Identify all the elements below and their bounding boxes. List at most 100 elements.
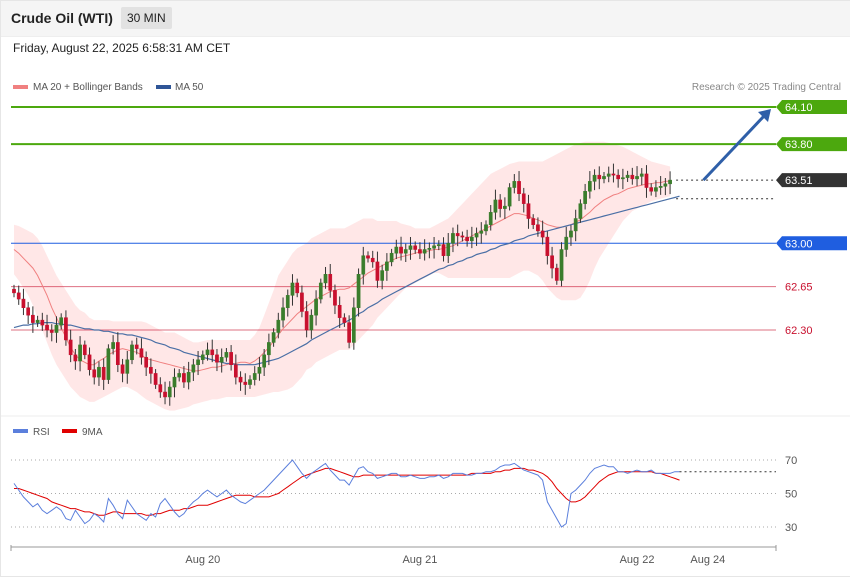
candle-body (635, 176, 639, 180)
candle-body (663, 183, 668, 187)
candle-body (484, 224, 488, 232)
candle-body (427, 248, 432, 250)
candle-body (248, 379, 252, 385)
candle-body (394, 246, 399, 254)
candle-body (540, 230, 545, 238)
candle-body (554, 267, 559, 281)
legend-label-ma50: MA 50 (175, 82, 204, 93)
candle-body (351, 307, 356, 343)
candle-body (526, 203, 531, 219)
candle-body (210, 349, 215, 356)
level-labels: 64.10 63.80 63.51 63.00 62.65 62.30 (776, 100, 847, 337)
candle-body (625, 174, 630, 178)
candle-body (517, 181, 521, 194)
candle-body (101, 366, 106, 380)
candle-body (186, 371, 191, 383)
candle-body (403, 249, 408, 254)
candle-body (40, 319, 45, 326)
level-tag-63.00 (776, 236, 847, 251)
candle-body (281, 307, 285, 321)
level-tag-63.51 (776, 173, 847, 188)
candle-body (271, 332, 276, 343)
legend-swatch-ma50 (156, 85, 171, 89)
candle-body (78, 344, 82, 362)
candle-body (31, 314, 35, 323)
x-tick-label: Aug 22 (620, 554, 655, 566)
candle-body (418, 249, 422, 254)
legend-swatch-rsi-ma (62, 429, 77, 433)
candle-body (163, 391, 167, 398)
candle-body (16, 292, 21, 300)
candle-body (323, 274, 328, 284)
candle-body (49, 329, 54, 333)
candle-body (573, 218, 578, 232)
candle-body (446, 243, 451, 256)
rsi-line (13, 459, 680, 528)
x-tick-label: Aug 24 (690, 554, 725, 566)
candle-body (59, 317, 64, 326)
candle-body (536, 224, 540, 232)
candle-body (441, 244, 446, 256)
candle-body (474, 233, 479, 238)
credit-label: Research © 2025 Trading Central (692, 82, 841, 93)
candle-body (564, 236, 569, 250)
candle-body (73, 354, 78, 362)
candle-body (668, 179, 672, 185)
candle-body (361, 255, 366, 275)
bollinger-band (14, 141, 671, 411)
candle-body (295, 282, 300, 294)
candle-body (639, 173, 644, 177)
x-tick-label: Aug 20 (185, 554, 220, 566)
candle-body (304, 311, 309, 331)
rsi-level-label-30: 30 (785, 522, 797, 534)
candle-body (257, 366, 262, 374)
level-label-63.00: 63.00 (785, 238, 813, 250)
legend-swatch-ma20 (13, 85, 28, 89)
candle-body (252, 373, 257, 380)
timeframe-badge[interactable]: 30 MIN (121, 7, 172, 29)
candle-body (479, 230, 484, 234)
level-label-62.65: 62.65 (785, 282, 813, 294)
level-label-63.51: 63.51 (785, 175, 813, 187)
candle-body (611, 173, 616, 176)
candle-body (167, 386, 172, 398)
candle-body (262, 354, 267, 368)
candle-body (243, 381, 248, 385)
candle-body (314, 298, 318, 316)
instrument-title: Crude Oil (WTI) (11, 10, 113, 26)
candle-body (413, 245, 418, 250)
candle-body (328, 274, 333, 291)
candle-body (26, 307, 31, 316)
candle-body (196, 359, 200, 365)
candle-body (465, 236, 469, 242)
candle-body (451, 233, 455, 244)
candle-body (507, 187, 512, 207)
candle-body (356, 274, 361, 308)
candle-body (460, 235, 465, 238)
candle-body (550, 255, 554, 269)
rsi-level-label-70: 70 (785, 455, 797, 467)
candle-body (285, 295, 290, 308)
candle-body (380, 270, 385, 281)
candle-body (399, 246, 403, 254)
legend-swatch-rsi (13, 429, 28, 433)
candle-body (488, 212, 493, 225)
candle-body (149, 366, 153, 374)
candle-body (87, 354, 92, 370)
candle-body (512, 181, 517, 188)
candle-body (616, 174, 621, 180)
candle-body (139, 348, 144, 358)
candle-body (229, 352, 233, 365)
candle-body (35, 319, 40, 323)
candle-body (134, 344, 139, 349)
candle-body (45, 324, 49, 331)
level-label-62.30: 62.30 (785, 325, 813, 337)
candle-body (318, 282, 323, 300)
candle-body (333, 290, 337, 306)
candle-body (54, 324, 59, 333)
legend-label-rsi-ma: 9MA (82, 427, 103, 438)
candle-body (120, 364, 125, 374)
candle-body (469, 236, 474, 242)
candle-body (200, 354, 205, 361)
x-axis: Aug 20 Aug 21 Aug 22 Aug 24 (10, 545, 777, 566)
